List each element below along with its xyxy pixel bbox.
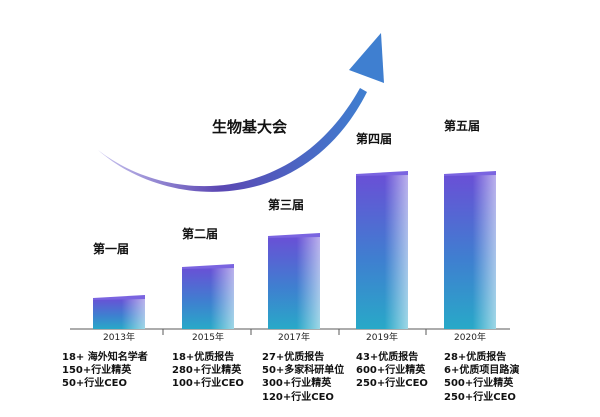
edition-stats: 18+ 海外知名学者 150+行业精英 50+行业CEO	[62, 351, 148, 391]
bar	[356, 171, 408, 329]
edition-stat-line: 50+多家科研单位	[262, 365, 345, 377]
edition-stats: 27+优质报告 50+多家科研单位 300+行业精英 120+行业CEO	[262, 351, 344, 404]
bar-top-cap	[93, 295, 145, 300]
bar-highlight	[384, 174, 408, 329]
bar-highlight	[472, 174, 496, 329]
edition-stat-line: 100+行业CEO	[172, 378, 244, 390]
edition-label: 第五届	[444, 119, 481, 133]
growth-arrow-body	[98, 88, 367, 192]
bars-group	[93, 171, 496, 329]
edition-stat-line: 18+优质报告	[172, 352, 235, 363]
edition-stat-line: 27+优质报告	[262, 352, 325, 363]
edition-stat-line: 43+优质报告	[356, 352, 419, 363]
edition-stat-line: 150+行业精英	[62, 365, 132, 377]
x-axis-year-label: 2013年	[103, 333, 135, 343]
edition-stat-line: 50+行业CEO	[62, 378, 127, 390]
x-axis-year-label: 2019年	[366, 333, 398, 343]
edition-stat-line: 500+行业精英	[444, 378, 514, 390]
edition-label: 第二届	[182, 227, 219, 241]
edition-stat-line: 250+行业CEO	[444, 391, 516, 403]
bar	[93, 295, 145, 329]
edition-stat-line: 18+ 海外知名学者	[62, 352, 148, 363]
growth-arrow-head	[349, 33, 384, 83]
bar-highlight	[210, 267, 234, 329]
bar-top-cap	[444, 171, 496, 176]
edition-stats: 43+优质报告 600+行业精英 250+行业CEO	[356, 351, 428, 391]
bar-top-cap	[268, 233, 320, 238]
edition-label: 第四届	[356, 132, 393, 146]
bar	[444, 171, 496, 329]
edition-stat-line: 250+行业CEO	[356, 378, 428, 390]
edition-label: 第三届	[268, 198, 305, 212]
edition-stat-line: 300+行业精英	[262, 378, 332, 390]
edition-stats: 18+优质报告 280+行业精英 100+行业CEO	[172, 351, 244, 391]
bar	[268, 233, 320, 329]
x-axis-year-label: 2015年	[192, 333, 224, 343]
x-axis-ticks	[162, 329, 427, 335]
edition-stat-line: 600+行业精英	[356, 365, 426, 377]
bar-top-cap	[356, 171, 408, 176]
chart-title: 生物基大会	[212, 118, 288, 136]
edition-stat-line: 6+优质项目路演	[444, 365, 520, 377]
bar-top-cap	[182, 264, 234, 269]
x-axis-year-label: 2020年	[454, 333, 486, 343]
edition-stat-line: 28+优质报告	[444, 352, 507, 363]
bar-highlight	[296, 236, 320, 329]
edition-stats: 28+优质报告 6+优质项目路演 500+行业精英 250+行业CEO	[444, 351, 519, 404]
bar-highlight	[121, 298, 145, 329]
edition-label: 第一届	[93, 242, 130, 256]
edition-stat-line: 280+行业精英	[172, 365, 242, 377]
x-axis-year-label: 2017年	[278, 333, 310, 343]
edition-stat-line: 120+行业CEO	[262, 391, 334, 403]
bar	[182, 264, 234, 329]
